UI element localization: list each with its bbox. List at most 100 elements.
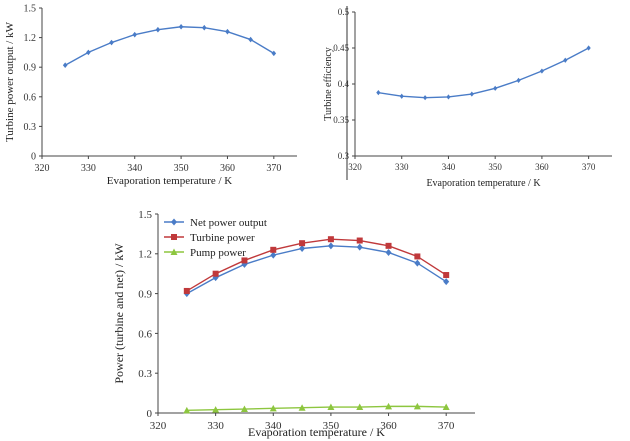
axes-frame (354, 12, 612, 157)
data-point (212, 406, 220, 413)
y-tick-label: 1.2 (138, 249, 152, 261)
data-point (155, 26, 161, 33)
data-point (212, 270, 219, 277)
series-line (186, 238, 447, 292)
y-tick-label: 0.5 (338, 7, 350, 17)
data-point (446, 94, 451, 100)
series-2 (183, 402, 450, 414)
x-axis-title: Evaporation temperature / K (107, 175, 233, 187)
data-point (516, 77, 521, 83)
data-point (241, 260, 248, 268)
data-point (443, 278, 450, 286)
turbine-efficiency-svg: 320 330 340 350 360 370 0.3 0.35 0.4 0.45 0.5 Evapo… (323, 6, 612, 189)
data-point (299, 244, 306, 252)
y-axis-title: Turbine power output / kW (4, 21, 16, 142)
x-axis-title: Evaporation temperature / K (248, 425, 385, 439)
x-tick-label: 370 (438, 420, 455, 432)
legend-marker (171, 218, 177, 226)
series-0 (183, 242, 450, 298)
data-point (183, 287, 190, 294)
data-point (385, 248, 392, 256)
data-point (586, 45, 591, 51)
series-line (186, 245, 447, 295)
x-tick-label: 330 (395, 162, 409, 172)
series-0 (62, 23, 277, 69)
y-tick-label: 1.2 (24, 33, 37, 44)
legend-marker (170, 248, 178, 255)
axes-frame (41, 8, 297, 157)
x-tick-label: 320 (35, 163, 50, 174)
data-point (443, 272, 450, 279)
data-point (469, 91, 474, 97)
y-tick-label: 0.9 (138, 288, 152, 300)
data-point (269, 404, 277, 412)
y-tick-label: 0.3 (24, 122, 37, 133)
combined-power-chart: 320 330 340 350 360 370 0 0.3 0.6 0.9 1.2 1.5 Evapor… (105, 200, 485, 441)
data-point (385, 242, 392, 249)
data-point (109, 39, 114, 46)
y-tick-label: 1.5 (24, 4, 37, 15)
y-axis-title: Turbine efficiency (323, 47, 334, 121)
data-point (399, 93, 404, 99)
data-point (376, 90, 381, 96)
x-tick-label: 360 (535, 162, 549, 172)
y-axis-title: Power (turbine and net) / kW (112, 243, 126, 384)
series-line (378, 47, 589, 99)
x-tick-label: 350 (488, 162, 502, 172)
data-point (270, 246, 277, 253)
y-tick-label: 0.4 (338, 79, 350, 89)
x-tick-label: 320 (150, 420, 167, 432)
data-point (183, 406, 191, 414)
y-tick-label: 0.45 (333, 43, 349, 53)
data-point (327, 236, 334, 243)
legend: Net power output Turbine power Pump power (164, 217, 267, 259)
data-point (270, 251, 277, 259)
x-tick-label: 350 (174, 163, 189, 174)
legend-marker (171, 234, 177, 240)
data-point (442, 403, 450, 411)
turbine-power-chart: 320 330 340 350 360 370 0 0.3 0.6 0.9 1.2 1.5 Evapor… (0, 0, 315, 190)
data-point (539, 68, 545, 74)
data-point (563, 57, 568, 63)
x-tick-label: 370 (266, 163, 281, 174)
x-tick-label: 330 (81, 163, 96, 174)
x-tick-label: 370 (582, 162, 596, 172)
y-tick-label: 1.5 (138, 209, 152, 221)
data-point (248, 36, 253, 43)
data-point (240, 405, 248, 413)
x-tick-label: 340 (265, 420, 282, 432)
x-tick-label: 360 (220, 163, 235, 174)
x-tick-label: 330 (207, 420, 224, 432)
y-tick-label: 0.6 (138, 328, 152, 340)
data-point (414, 259, 421, 267)
data-point (178, 23, 184, 30)
x-tick-label: 350 (323, 420, 340, 432)
x-tick-label: 340 (127, 163, 142, 174)
data-point (356, 243, 363, 251)
x-tick-label: 360 (380, 420, 397, 432)
legend-label: Turbine power (190, 232, 255, 244)
data-point (413, 402, 421, 410)
turbine-power-svg: 320 330 340 350 360 370 0 0.3 0.6 0.9 1.2 1.5 Evapor… (4, 4, 297, 187)
y-tick-label: 0.3 (338, 151, 350, 161)
y-tick-label: 0.9 (24, 63, 37, 74)
y-tick-label: 0.6 (24, 92, 37, 103)
data-point (62, 62, 68, 69)
y-tick-label: 0 (31, 152, 36, 163)
x-tick-label: 340 (442, 162, 456, 172)
data-point (422, 95, 428, 101)
data-point (299, 240, 306, 247)
y-tick-label: 0.35 (333, 115, 349, 125)
data-point (201, 24, 207, 31)
combined-power-svg: 320 330 340 350 360 370 0 0.3 0.6 0.9 1.2 1.5 Evapor… (112, 209, 475, 439)
data-point (298, 404, 306, 411)
data-point (356, 403, 364, 411)
data-point (385, 402, 393, 410)
legend-label: Pump power (190, 247, 246, 259)
data-point (493, 85, 498, 91)
series-0 (376, 45, 591, 101)
series-line (64, 26, 275, 66)
x-axis-title: Evaporation temperature / K (426, 178, 541, 189)
data-point (86, 49, 91, 56)
series-line (186, 405, 447, 412)
